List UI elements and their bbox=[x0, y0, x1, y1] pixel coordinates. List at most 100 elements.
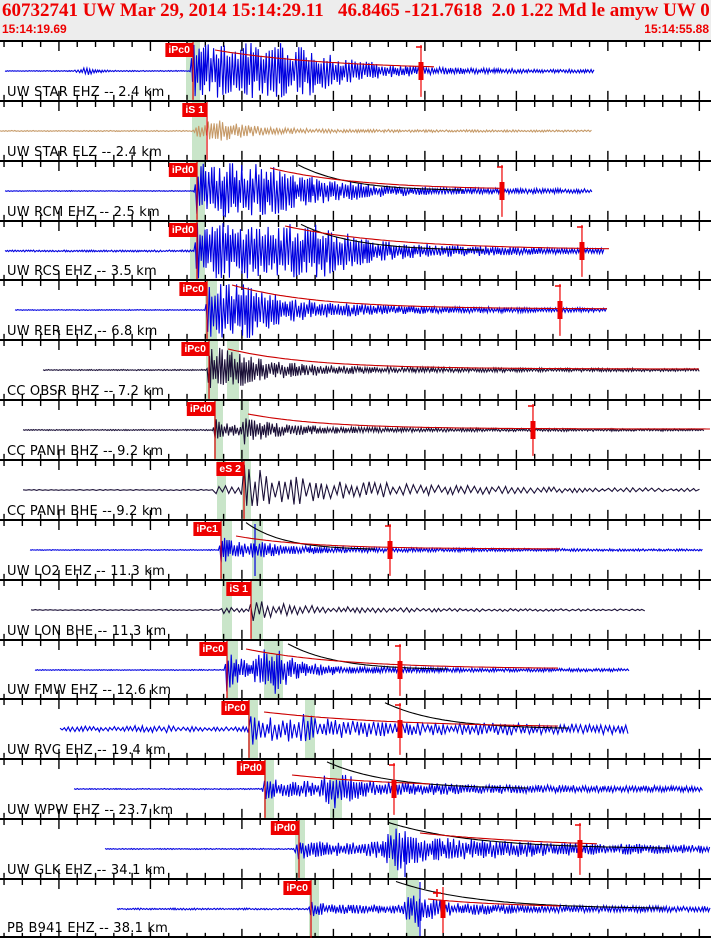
waveform-canvas[interactable] bbox=[0, 221, 711, 280]
waveform-canvas[interactable] bbox=[0, 640, 711, 699]
waveform-canvas[interactable] bbox=[0, 520, 711, 579]
waveform-canvas[interactable] bbox=[0, 401, 711, 460]
pick-flag[interactable]: iS 1 bbox=[182, 102, 207, 117]
trace-row-panh[interactable]: eS 2 CC PANH BHE -- 9.2 km bbox=[0, 459, 711, 519]
station-label: CC PANH BHE -- 9.2 km bbox=[7, 503, 163, 519]
coda-end-marker[interactable] bbox=[440, 887, 446, 934]
pick-flag[interactable]: iPc0 bbox=[199, 641, 227, 656]
time-tick-marks bbox=[3, 640, 701, 699]
pick-flag[interactable]: iPc0 bbox=[165, 43, 193, 57]
waveform-canvas[interactable] bbox=[0, 461, 711, 519]
time-tick-marks bbox=[3, 880, 701, 938]
station-label: UW WPW EHZ -- 23.7 km bbox=[7, 803, 174, 819]
pick-flag[interactable]: iS 1 bbox=[226, 581, 251, 596]
seismic-trace bbox=[104, 828, 711, 871]
trace-row-star[interactable]: iPc0 UW STAR EHZ -- 2.4 km bbox=[0, 40, 711, 100]
pick-flag[interactable]: iPc0 bbox=[181, 342, 209, 357]
amplitude-envelope-red bbox=[235, 535, 560, 550]
phase-window-band bbox=[309, 880, 319, 936]
station-label: UW RCS EHZ -- 3.5 km bbox=[7, 264, 157, 280]
station-label: CC OBSR BHZ -- 7.2 km bbox=[7, 384, 165, 400]
seismic-trace bbox=[0, 120, 592, 141]
seismic-trace bbox=[14, 284, 608, 339]
waveform-canvas[interactable] bbox=[0, 580, 711, 639]
waveform-canvas[interactable] bbox=[0, 820, 711, 879]
phase-window-band bbox=[248, 700, 258, 759]
trace-row-lo2[interactable]: iPc1 UW LO2 EHZ -- 11.3 km bbox=[0, 518, 711, 579]
trace-row-rer[interactable]: iPc0 UW RER EHZ -- 6.8 km bbox=[0, 279, 711, 340]
trace-row-b941[interactable]: iPc0 PB B941 EHZ -- 38.1 km bbox=[0, 878, 711, 938]
pick-flag[interactable]: iPc0 bbox=[283, 881, 311, 896]
trace-row-wpw[interactable]: iPd0 UW WPW EHZ -- 23.7 km bbox=[0, 758, 711, 819]
seismic-trace bbox=[59, 714, 629, 746]
seismic-trace bbox=[34, 649, 630, 694]
pick-flag[interactable]: iPc0 bbox=[221, 701, 249, 716]
station-label: CC PANH BHZ -- 9.2 km bbox=[7, 444, 164, 460]
pick-flag[interactable]: iPd0 bbox=[168, 162, 197, 177]
seismic-trace bbox=[73, 775, 703, 809]
coda-end-marker[interactable] bbox=[574, 823, 583, 876]
waveform-canvas[interactable] bbox=[0, 880, 711, 938]
waveform-canvas[interactable] bbox=[0, 101, 711, 160]
coda-end-marker[interactable] bbox=[554, 284, 563, 337]
station-label: PB B941 EHZ -- 38.1 km bbox=[7, 920, 168, 936]
coda-end-marker[interactable] bbox=[576, 224, 585, 277]
station-label: UW RER EHZ -- 6.8 km bbox=[7, 324, 158, 340]
phase-window-band bbox=[251, 580, 263, 639]
amplitude-envelope-red bbox=[291, 774, 431, 785]
time-tick-marks bbox=[3, 401, 701, 460]
trace-row-lon[interactable]: iS 1 UW LON BHE -- 11.3 km bbox=[0, 578, 711, 639]
trace-row-rcs[interactable]: iPd0 UW RCS EHZ -- 3.5 km bbox=[0, 219, 711, 280]
waveform-canvas[interactable] bbox=[0, 42, 711, 100]
pick-flag[interactable]: iPc1 bbox=[193, 521, 221, 536]
time-tick-marks bbox=[3, 281, 701, 340]
trace-row-glk[interactable]: iPd0 UW GLK EHZ -- 34.1 km bbox=[0, 818, 711, 879]
pick-flag[interactable]: iPc0 bbox=[179, 282, 207, 297]
trace-row-rcm[interactable]: iPd0 UW RCM EHZ -- 2.5 km bbox=[0, 159, 711, 220]
time-tick-marks bbox=[3, 820, 701, 879]
seismic-trace bbox=[4, 222, 605, 279]
coda-end-marker[interactable] bbox=[394, 643, 403, 696]
waveform-canvas[interactable] bbox=[0, 341, 711, 400]
coda-end-marker[interactable] bbox=[394, 703, 403, 756]
station-label: UW STAR EHZ -- 2.4 km bbox=[7, 84, 165, 100]
trace-panel-stack: iPc0 UW STAR EHZ -- 2.4 km iS 1 UW STAR ELZ… bbox=[0, 40, 711, 938]
amplitude-envelope-red bbox=[263, 711, 558, 727]
amplitude-envelope-red bbox=[419, 832, 597, 845]
coda-end-marker[interactable] bbox=[415, 44, 424, 97]
trace-row-fmw[interactable]: iPc0 UW FMW EHZ -- 12.6 km bbox=[0, 638, 711, 699]
event-header: 60732741 UW Mar 29, 2014 15:14:29.11 46.… bbox=[0, 0, 711, 40]
pick-flag[interactable]: iPd0 bbox=[168, 222, 197, 237]
seismic-trace bbox=[30, 601, 646, 621]
time-tick-marks bbox=[3, 580, 701, 639]
seismic-trace bbox=[29, 537, 703, 563]
pick-flag[interactable]: eS 2 bbox=[216, 462, 244, 477]
trace-row-rvc[interactable]: iPc0 UW RVC EHZ -- 19.4 km bbox=[0, 698, 711, 759]
pick-flag[interactable]: iPd0 bbox=[236, 761, 265, 776]
coda-end-marker[interactable] bbox=[384, 523, 393, 576]
seismic-trace bbox=[4, 163, 593, 217]
amplitude-envelope-red bbox=[231, 284, 607, 310]
pick-flag[interactable]: iPd0 bbox=[186, 402, 215, 417]
trace-row-obsr[interactable]: iPc0 CC OBSR BHZ -- 7.2 km bbox=[0, 339, 711, 400]
phase-window-band bbox=[222, 580, 232, 639]
trace-row-panh[interactable]: iPd0 CC PANH BHZ -- 9.2 km bbox=[0, 399, 711, 460]
station-label: UW FMW EHZ -- 12.6 km bbox=[7, 683, 172, 699]
time-tick-marks bbox=[3, 520, 701, 579]
time-range-row: 15:14:19.69 15:14:55.88 bbox=[2, 22, 709, 36]
coda-decay-curve-black bbox=[387, 821, 670, 849]
waveform-canvas[interactable] bbox=[0, 281, 711, 340]
pick-flag[interactable]: iPd0 bbox=[270, 821, 299, 836]
event-summary-text: 60732741 UW Mar 29, 2014 15:14:29.11 46.… bbox=[2, 0, 711, 21]
waveform-canvas[interactable] bbox=[0, 760, 711, 819]
coda-end-marker[interactable] bbox=[496, 164, 505, 217]
coda-end-marker[interactable] bbox=[527, 404, 536, 457]
trace-row-star[interactable]: iS 1 UW STAR ELZ -- 2.4 km bbox=[0, 99, 711, 160]
waveform-canvas[interactable] bbox=[0, 161, 711, 220]
coda-end-marker[interactable] bbox=[388, 763, 397, 816]
window-end-time: 15:14:55.88 bbox=[644, 22, 709, 36]
coda-decay-curve-black bbox=[245, 522, 376, 550]
station-label: UW RCM EHZ -- 2.5 km bbox=[7, 204, 160, 220]
seismic-trace bbox=[4, 42, 595, 99]
